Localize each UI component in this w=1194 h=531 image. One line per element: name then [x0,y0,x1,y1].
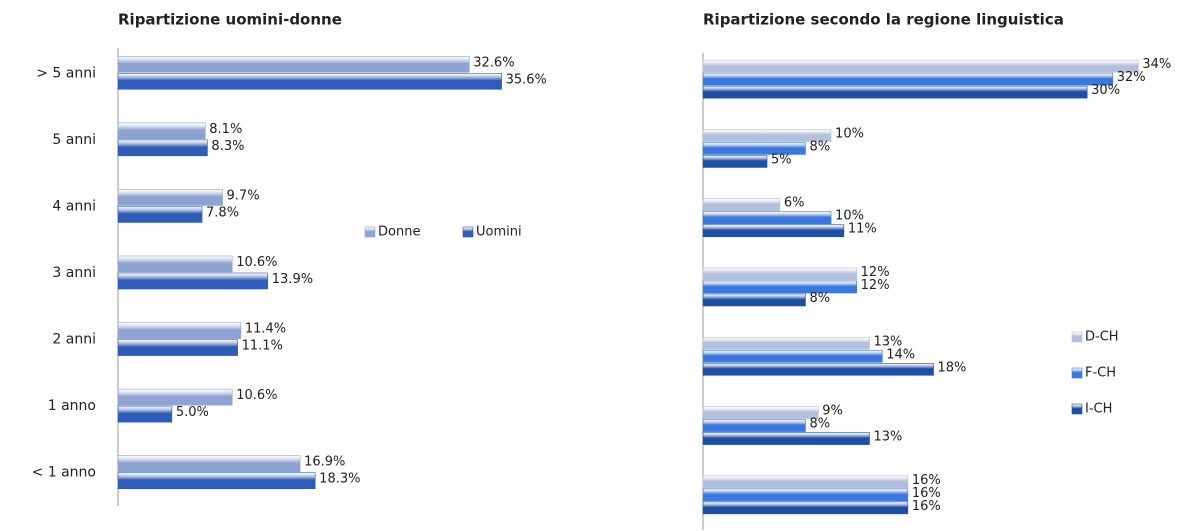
bar [702,211,832,225]
bar [702,129,832,142]
bar [117,55,470,73]
legend-swatch [462,226,474,238]
bar [117,472,316,490]
legend-swatch [1071,403,1083,415]
y-tick-label: 4 anni [52,198,96,214]
bar [117,272,269,290]
legend-label: Uomini [476,225,522,240]
bar [117,255,233,273]
bar [702,362,934,376]
bar [702,349,883,363]
value-label: 18.3% [319,472,360,487]
legend-swatch [1071,331,1083,343]
value-label: 13% [873,430,902,445]
bar [117,322,242,339]
bar [117,388,233,406]
value-label: 8% [809,139,830,154]
value-label: 5% [771,152,792,167]
chart-title: Ripartizione uomini-donne [118,11,342,29]
value-label: 12% [861,278,890,293]
bar [702,59,1139,73]
value-label: 9% [822,404,843,419]
value-label: 11.4% [245,322,286,337]
bar [702,198,781,212]
bar [702,85,1088,99]
legend-swatch [364,226,376,238]
bar [117,189,223,206]
value-label: 6% [784,196,805,211]
value-label: 10% [835,209,864,224]
value-label: 35.6% [506,72,547,87]
bar [702,293,806,307]
value-label: 8.1% [209,122,242,137]
y-tick-label: 1 anno [48,398,96,414]
value-label: 11% [848,222,877,237]
legend-label: F-CH [1085,366,1116,381]
bar [702,432,870,445]
bar [702,488,909,502]
chart-title: Ripartizione secondo la regione linguist… [703,11,1064,29]
value-label: 10% [835,126,864,141]
bar [702,475,909,489]
value-label: 7.8% [206,205,239,220]
value-label: 5.0% [176,405,209,420]
value-label: 16.9% [304,455,345,470]
value-label: 8.3% [211,139,244,154]
bar [702,267,857,281]
bar [702,501,909,515]
value-label: 13.9% [272,272,313,287]
value-label: 11.1% [242,339,283,354]
bar [117,206,203,223]
y-tick-label: 5 anni [52,132,96,148]
bar [702,142,806,155]
value-label: 32% [1117,70,1146,85]
bar [702,406,819,419]
value-label: 10.6% [236,388,277,403]
bar [702,155,768,168]
value-label: 12% [861,265,890,280]
value-label: 16% [912,473,941,488]
value-label: 14% [886,347,915,362]
legend-label: Donne [378,225,420,240]
bar [117,139,208,157]
bar [117,122,206,140]
bar [702,280,857,294]
legend-swatch [1071,367,1083,379]
y-tick-label: 3 anni [52,265,96,281]
legend-label: I-CH [1085,402,1112,417]
value-label: 30% [1091,83,1120,98]
value-label: 8% [809,291,830,306]
y-tick-label: < 1 anno [32,465,96,481]
y-tick-label: 2 anni [52,332,96,348]
bar [117,405,173,423]
value-label: 10.6% [236,255,277,270]
bar [117,339,238,356]
value-label: 16% [912,486,941,501]
bar [117,455,301,473]
bar [702,336,870,350]
value-label: 32.6% [473,55,514,70]
value-label: 8% [809,417,830,432]
bar [702,72,1114,86]
bar [702,224,845,238]
value-label: 9.7% [227,188,260,203]
legend-label: D-CH [1085,330,1119,345]
y-tick-label: > 5 anni [36,65,96,81]
bar [117,72,502,90]
value-label: 34% [1142,57,1171,72]
value-label: 16% [912,499,941,514]
value-label: 13% [873,334,902,349]
bar [702,419,806,432]
value-label: 18% [938,360,967,375]
